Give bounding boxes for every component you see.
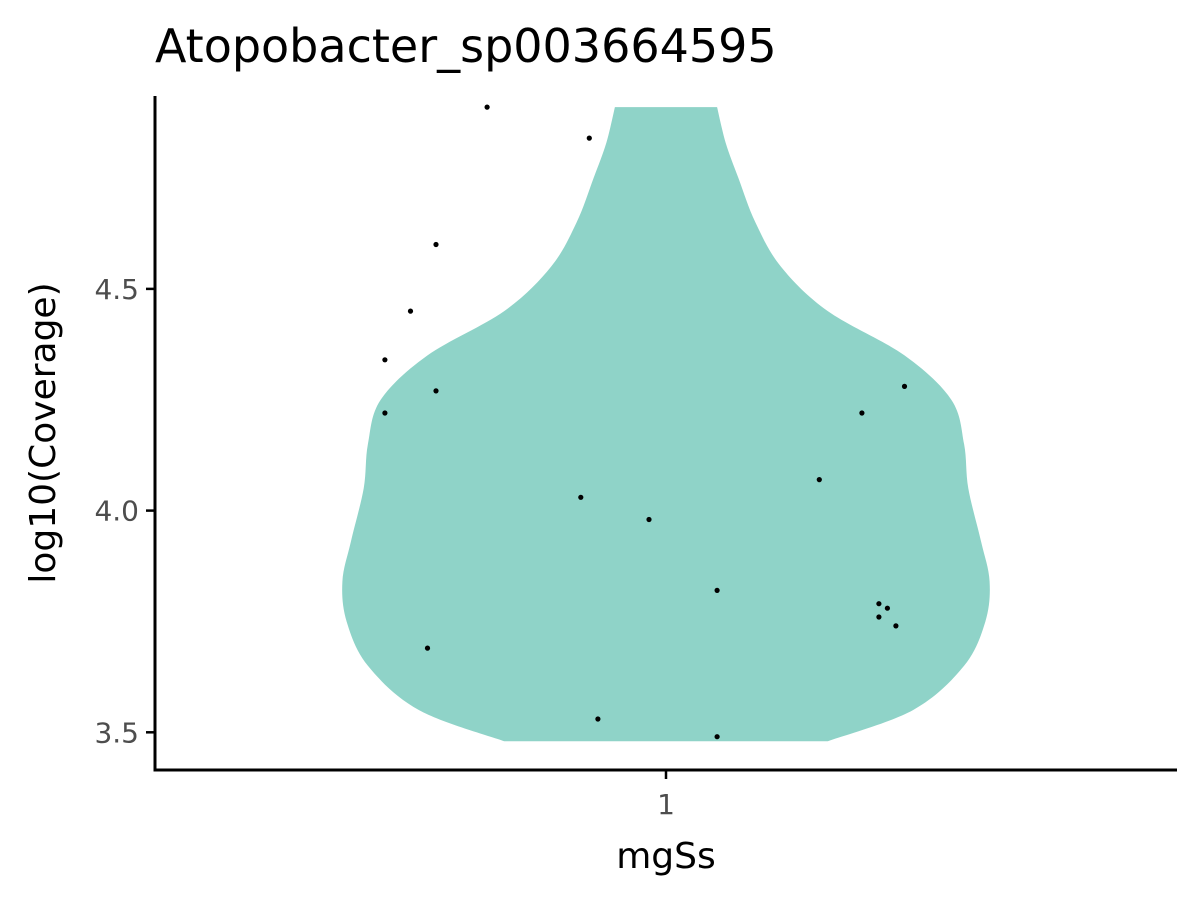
data-point: [433, 241, 439, 248]
data-point: [714, 734, 720, 740]
violin-body: [342, 107, 990, 742]
data-point: [876, 614, 882, 620]
data-point: [816, 477, 822, 483]
data-point: [876, 601, 882, 607]
data-point: [595, 716, 601, 722]
data-point: [893, 623, 899, 629]
data-point: [433, 388, 439, 394]
data-point: [382, 357, 388, 363]
data-point: [424, 645, 431, 651]
plot-area: [342, 104, 990, 742]
data-point: [714, 587, 720, 594]
data-point: [586, 135, 592, 141]
data-point: [884, 605, 891, 611]
chart-title: Atopobacter_sp003664595: [155, 19, 777, 73]
data-point: [901, 383, 908, 389]
y-tick-label: 4.5: [94, 273, 139, 306]
y-tick-label: 4.0: [94, 495, 139, 528]
data-point: [382, 410, 388, 416]
data-point: [484, 104, 490, 110]
x-tick-label: 1: [657, 788, 675, 821]
x-axis-ticks: 1: [657, 770, 675, 821]
data-point: [646, 516, 652, 523]
y-axis-title: log10(Coverage): [23, 282, 64, 583]
y-tick-label: 3.5: [94, 716, 139, 749]
data-point: [407, 308, 414, 314]
data-point: [578, 494, 584, 500]
y-axis-ticks: 3.5 4.0 4.5: [94, 273, 155, 749]
x-axis-title: mgSs: [616, 836, 716, 877]
data-point: [859, 410, 865, 416]
